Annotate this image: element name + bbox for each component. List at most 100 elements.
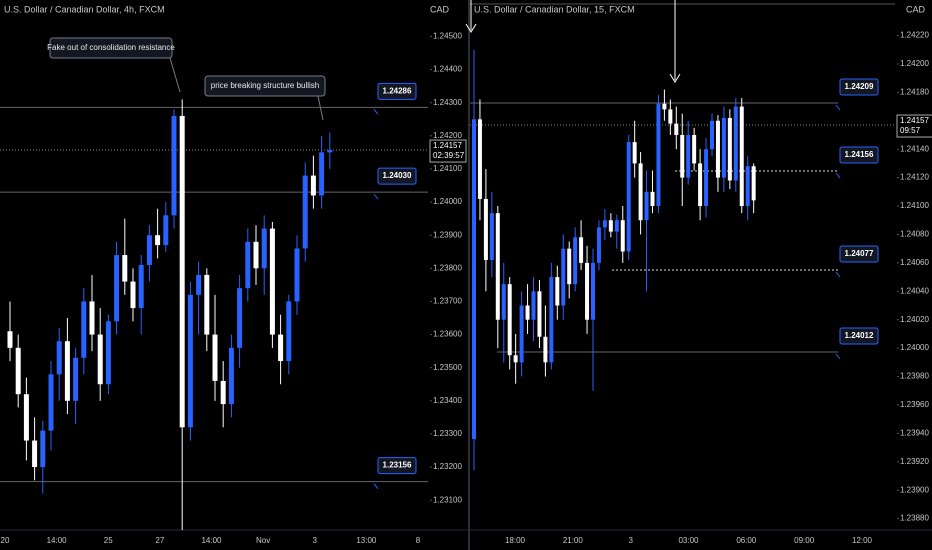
- candle-body: [196, 274, 202, 295]
- candle-body: [155, 235, 161, 246]
- candle-body: [171, 115, 177, 216]
- level-label: 1.24156: [845, 150, 874, 159]
- candle-body: [130, 281, 136, 309]
- y-tick-label: 1.24120: [900, 173, 929, 182]
- y-tick-label: 1.23900: [900, 485, 929, 494]
- candle-body: [710, 120, 714, 150]
- candle-body: [310, 175, 316, 196]
- left-title: U.S. Dollar / Canadian Dollar, 4h, FXCM: [4, 4, 165, 14]
- candle-body: [228, 347, 234, 405]
- y-tick-label: 1.24100: [900, 201, 929, 210]
- y-tick-label: 1.23300: [433, 429, 462, 438]
- candle-body: [483, 198, 488, 261]
- candle-body: [163, 215, 169, 246]
- level-pointer: [835, 172, 841, 179]
- y-tick-label: 1.23880: [900, 514, 929, 523]
- candle-body: [602, 220, 607, 228]
- y-tick-label: 1.24180: [900, 87, 929, 96]
- level-label: 1.24209: [845, 82, 874, 91]
- y-tick-label: 1.24200: [900, 59, 929, 68]
- level-pointer: [835, 271, 841, 278]
- candle-body: [686, 134, 691, 178]
- candle-body: [97, 334, 103, 385]
- y-tick-label: 1.23400: [433, 396, 462, 405]
- x-tick-label: 14:00: [201, 536, 222, 545]
- annotation-pointer: [317, 95, 324, 121]
- last-price-box: [896, 114, 932, 138]
- y-tick-label: 1.24140: [900, 144, 929, 153]
- right-title: U.S. Dollar / Canadian Dollar, 15, FXCM: [474, 4, 635, 14]
- level-label: 1.24286: [383, 86, 412, 95]
- x-tick-label: 12:00: [852, 536, 873, 545]
- candle-body: [704, 149, 709, 207]
- candle-body: [680, 134, 685, 178]
- candle-body: [237, 288, 243, 348]
- last-price-box: [429, 139, 467, 163]
- candle-body: [638, 163, 643, 221]
- level-box: [839, 245, 879, 263]
- candle-body: [73, 357, 79, 401]
- candle-body: [64, 341, 70, 401]
- arrow-head: [465, 23, 477, 33]
- candle-body: [674, 123, 679, 135]
- candle-body: [56, 341, 62, 375]
- y-tick-label: 1.23900: [433, 230, 462, 239]
- level-label: 1.24012: [845, 331, 874, 340]
- last-price-label: 1.24157: [433, 141, 462, 150]
- candle-body: [245, 241, 251, 289]
- candle-body: [585, 262, 590, 320]
- candle-body: [278, 334, 284, 362]
- x-tick-label: 18:00: [505, 536, 526, 545]
- candle-body: [555, 277, 560, 306]
- x-tick-label: 27: [155, 536, 164, 545]
- x-tick-label: 25: [104, 536, 113, 545]
- level-box: [839, 78, 879, 96]
- level-box: [377, 82, 417, 100]
- level-box: [839, 146, 879, 164]
- candle-body: [543, 336, 548, 363]
- x-tick-label: 06:00: [736, 536, 757, 545]
- annotation: Fake out of consolidation resistance: [47, 43, 175, 52]
- y-tick-label: 1.23500: [433, 363, 462, 372]
- candle-body: [187, 294, 193, 428]
- candle-body: [692, 134, 697, 164]
- candle-body: [302, 175, 308, 249]
- x-tick-label: 13:00: [356, 536, 377, 545]
- y-tick-label: 1.23600: [433, 330, 462, 339]
- candle-body: [220, 380, 226, 405]
- candle-body: [15, 347, 21, 395]
- x-tick-label: 3: [313, 536, 318, 545]
- candle-body: [573, 237, 578, 285]
- annotation-pointer: [169, 57, 181, 93]
- candle-body: [114, 255, 120, 322]
- candle-body: [81, 301, 87, 358]
- candle-body: [48, 374, 54, 431]
- level-pointer: [373, 193, 379, 200]
- last-price-label: 1.24157: [900, 116, 929, 125]
- candle-body: [294, 248, 300, 302]
- y-tick-label: 1.23980: [900, 372, 929, 381]
- candle-body: [721, 117, 726, 178]
- level-box: [377, 457, 417, 475]
- candle-body: [727, 117, 732, 181]
- candle-body: [286, 301, 292, 362]
- candle-body: [204, 274, 210, 335]
- left-currency: CAD: [430, 4, 450, 14]
- candle-body: [495, 213, 500, 320]
- y-tick-label: 1.24300: [433, 98, 462, 107]
- candle-body: [23, 394, 29, 441]
- level-box: [377, 167, 417, 185]
- level-label: 1.24077: [845, 249, 874, 258]
- x-tick-label: 20: [1, 536, 10, 545]
- candle-body: [261, 228, 267, 269]
- y-tick-label: 1.24000: [900, 343, 929, 352]
- candle-body: [650, 191, 655, 207]
- y-tick-label: 1.24040: [900, 286, 929, 295]
- candle-body: [501, 284, 506, 320]
- candle-body: [146, 235, 152, 265]
- timer-label: 02:39:57: [433, 151, 465, 160]
- candle-body: [40, 430, 46, 468]
- candle-body: [733, 106, 738, 181]
- candle-body: [105, 321, 111, 385]
- candle-body: [489, 213, 494, 261]
